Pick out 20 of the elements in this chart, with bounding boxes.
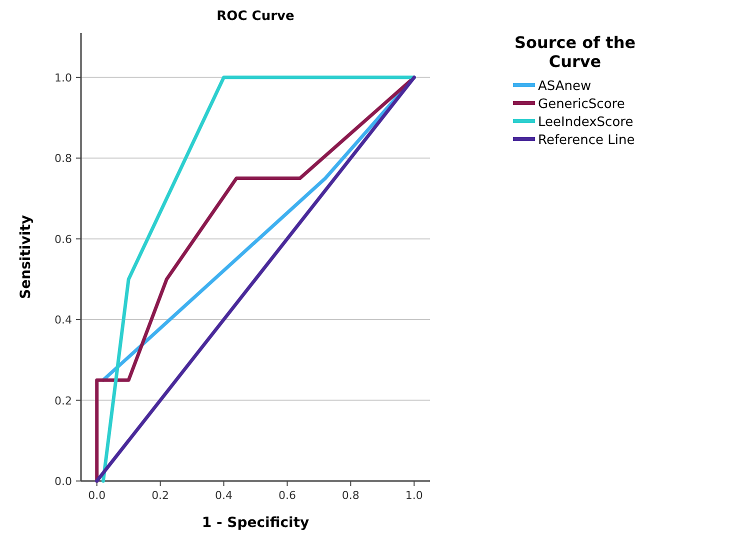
y-tick-label: 0.8 [54, 152, 72, 166]
y-tick-label: 1.0 [54, 71, 72, 84]
y-tick-label: 0.6 [54, 232, 72, 246]
legend-label: LeeIndexScore [538, 115, 634, 130]
y-tick-label: 0.2 [54, 394, 72, 408]
x-tick-label: 1.0 [405, 489, 423, 502]
x-axis-title: 1 - Specificity [202, 515, 310, 531]
legend-label: GenericScore [538, 97, 625, 112]
y-tick-label: 0.0 [54, 475, 72, 488]
legend-title: Source of the Curve [514, 33, 636, 71]
x-tick-label: 0.6 [278, 489, 296, 502]
y-tick-label: 0.4 [54, 314, 72, 327]
y-axis-title: Sensitivity [18, 215, 34, 299]
x-tick-label: 0.2 [152, 489, 170, 502]
legend-label: Reference Line [538, 133, 635, 148]
legend-label: ASAnew [538, 79, 592, 94]
chart-title: ROC Curve [216, 9, 294, 24]
x-tick-label: 0.8 [342, 489, 360, 502]
x-tick-label: 0.4 [215, 489, 233, 502]
x-tick-label: 0.0 [88, 489, 106, 502]
